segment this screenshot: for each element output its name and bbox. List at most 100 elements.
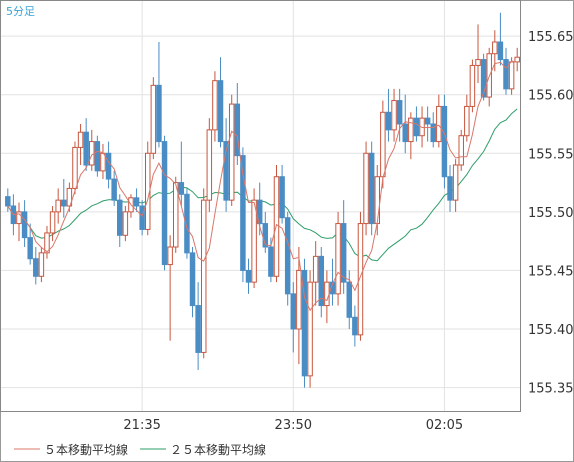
candle-body-up bbox=[391, 100, 397, 131]
candle-body-up bbox=[492, 41, 498, 55]
candle-body-down bbox=[83, 131, 89, 166]
candle-body-up bbox=[464, 105, 470, 137]
candle-body-down bbox=[217, 80, 224, 143]
candle-body-up bbox=[452, 164, 459, 201]
candle-body-up bbox=[200, 199, 207, 353]
candle-body-down bbox=[290, 293, 297, 330]
candle-body-up bbox=[167, 246, 173, 266]
legend: ５本移動平均線 ２５本移動平均線 bbox=[14, 442, 266, 457]
candle-body-up bbox=[408, 117, 414, 143]
ma5-line bbox=[7, 60, 518, 312]
candle-body-down bbox=[301, 269, 308, 377]
candle-body-up bbox=[77, 131, 84, 148]
candle-body-down bbox=[497, 41, 504, 61]
candle-body-up bbox=[16, 211, 22, 225]
y-axis-ticks: 155.35 155.40 155.45 155.50 155.55 155.60 155.… bbox=[528, 30, 574, 396]
candle-body-up bbox=[363, 152, 369, 225]
candle-body-down bbox=[503, 59, 509, 90]
candle-body-down bbox=[27, 237, 33, 260]
candle-body-up bbox=[44, 232, 50, 254]
candle-body-down bbox=[33, 258, 39, 277]
candle-body-up bbox=[380, 111, 386, 178]
candle-body-down bbox=[156, 84, 162, 143]
candle-body-down bbox=[284, 217, 291, 295]
candle-body-down bbox=[402, 123, 408, 143]
candle-body-down bbox=[245, 269, 252, 283]
candle-body-down bbox=[117, 199, 123, 236]
candle-body-down bbox=[441, 105, 448, 178]
candle-body-up bbox=[55, 199, 61, 213]
ma5-path bbox=[7, 60, 518, 312]
candle-body-up bbox=[307, 281, 313, 377]
candle-body-down bbox=[385, 111, 392, 131]
candles bbox=[5, 12, 520, 388]
candle-body-up bbox=[212, 80, 218, 131]
y-tick-label: 155.60 bbox=[528, 89, 574, 104]
candle-body-down bbox=[346, 281, 353, 318]
ma25-path bbox=[7, 108, 518, 262]
candle-body-down bbox=[352, 316, 358, 336]
candle-body-up bbox=[228, 103, 235, 201]
candle-body-down bbox=[223, 141, 229, 201]
y-tick-label: 155.45 bbox=[528, 264, 574, 279]
ma5-legend-label: ５本移動平均線 bbox=[44, 442, 128, 457]
candle-body-up bbox=[66, 187, 73, 207]
candle-body-up bbox=[335, 223, 341, 295]
ma25-legend-label: ２５本移動平均線 bbox=[170, 442, 266, 457]
candle-body-down bbox=[94, 141, 101, 172]
candle-body-up bbox=[296, 269, 302, 330]
x-tick-label: 02:05 bbox=[426, 418, 463, 433]
candle-body-down bbox=[368, 152, 375, 225]
candle-body-down bbox=[184, 193, 190, 254]
candle-body-up bbox=[374, 176, 380, 225]
candle-body-down bbox=[447, 176, 453, 201]
candle-body-up bbox=[251, 199, 257, 283]
candle-body-up bbox=[458, 135, 464, 166]
candle-body-up bbox=[72, 146, 78, 189]
candle-body-up bbox=[206, 129, 213, 201]
candle-body-up bbox=[172, 182, 179, 248]
candle-body-down bbox=[268, 246, 274, 277]
y-tick-label: 155.40 bbox=[528, 323, 574, 338]
candle-body-down bbox=[5, 196, 11, 207]
candle-body-up bbox=[89, 141, 95, 166]
candle-body-up bbox=[475, 59, 481, 66]
candle-body-down bbox=[133, 197, 140, 207]
candle-body-up bbox=[357, 223, 364, 336]
grid bbox=[1, 1, 520, 411]
candle-body-down bbox=[340, 223, 347, 283]
candle-body-up bbox=[150, 84, 157, 154]
y-tick-label: 155.55 bbox=[528, 147, 574, 162]
candle-body-down bbox=[195, 305, 201, 353]
candle-body-up bbox=[436, 105, 442, 143]
candle-body-up bbox=[514, 56, 520, 63]
ma25-line bbox=[7, 108, 518, 262]
x-tick-label: 21:35 bbox=[123, 418, 160, 433]
candle-body-down bbox=[105, 152, 112, 180]
candle-body-down bbox=[424, 117, 431, 125]
candle-body-down bbox=[329, 281, 336, 295]
candle-body-up bbox=[122, 211, 129, 236]
candle-body-up bbox=[38, 252, 45, 277]
candle-body-down bbox=[234, 103, 241, 157]
candle-body-down bbox=[240, 155, 246, 271]
candle-body-down bbox=[262, 223, 269, 248]
candle-body-up bbox=[312, 255, 319, 283]
x-tick-label: 23:50 bbox=[275, 418, 312, 433]
candle-body-down bbox=[189, 252, 196, 307]
candle-body-down bbox=[396, 100, 403, 125]
candle-body-down bbox=[256, 199, 263, 225]
candle-body-down bbox=[413, 117, 420, 137]
candle-body-down bbox=[21, 211, 28, 239]
candle-body-down bbox=[318, 255, 325, 307]
candle-body-down bbox=[279, 176, 285, 219]
y-tick-label: 155.65 bbox=[528, 30, 574, 45]
candle-body-up bbox=[324, 281, 330, 307]
candle-body-down bbox=[139, 205, 145, 230]
candle-body-down bbox=[430, 123, 436, 143]
candle-body-up bbox=[419, 117, 425, 137]
candle-body-up bbox=[469, 64, 476, 107]
period-label: 5分足 bbox=[6, 5, 35, 18]
y-tick-label: 155.35 bbox=[528, 382, 574, 397]
